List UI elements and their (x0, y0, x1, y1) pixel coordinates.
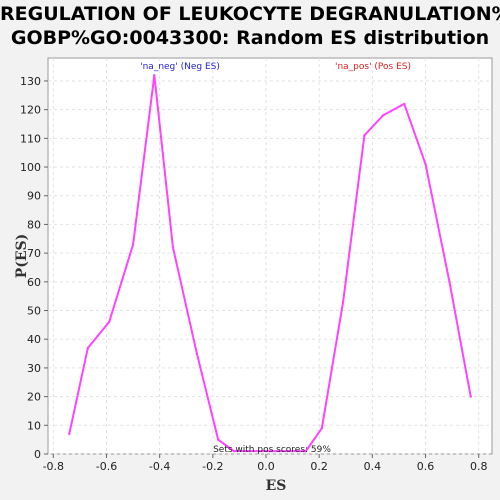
pos-score-annotation: Sets with pos scores: 59% (213, 445, 331, 455)
data-point (68, 433, 70, 435)
y-tick-label: 0 (34, 448, 41, 461)
x-tick-label: -0.8 (43, 460, 64, 473)
data-point (403, 103, 405, 105)
data-point (132, 243, 134, 245)
x-tick-label: -0.4 (149, 460, 170, 473)
y-tick-label: 80 (27, 218, 41, 231)
y-tick-label: 110 (20, 132, 41, 145)
data-point (424, 163, 426, 165)
x-axis-title: ES (266, 478, 287, 494)
x-tick-label: -0.2 (202, 460, 223, 473)
data-point (321, 427, 323, 429)
x-tick-label: 0.0 (257, 460, 275, 473)
data-point (217, 438, 219, 440)
y-tick-label: 90 (27, 190, 41, 203)
y-tick-label: 10 (27, 419, 41, 432)
legend-neg: 'na_neg' (Neg ES) (140, 62, 220, 72)
x-tick-label: 0.8 (470, 460, 488, 473)
x-tick-label: -0.6 (96, 460, 117, 473)
data-point (363, 134, 365, 136)
data-point (196, 352, 198, 354)
data-point (470, 395, 472, 397)
data-point (87, 347, 89, 349)
data-point (153, 74, 155, 76)
y-tick-label: 40 (27, 333, 41, 346)
y-tick-label: 50 (27, 305, 41, 318)
legend-pos: 'na_pos' (Pos ES) (335, 62, 411, 72)
data-point (342, 301, 344, 303)
x-tick-label: 0.2 (310, 460, 328, 473)
x-tick-label: 0.4 (364, 460, 382, 473)
y-tick-label: 20 (27, 391, 41, 404)
data-point (108, 321, 110, 323)
data-point (172, 246, 174, 248)
x-tick-label: 0.6 (417, 460, 435, 473)
x-axis-ticks: -0.8 -0.6 -0.4 -0.2 0.0 0.2 0.4 0.6 0.8 (43, 454, 488, 473)
y-axis-title: P(ES) (14, 234, 30, 279)
y-tick-label: 30 (27, 362, 41, 375)
y-tick-label: 100 (20, 161, 41, 174)
data-point (382, 114, 384, 116)
data-point (448, 281, 450, 283)
y-tick-label: 120 (20, 104, 41, 117)
y-tick-label: 130 (20, 75, 41, 88)
